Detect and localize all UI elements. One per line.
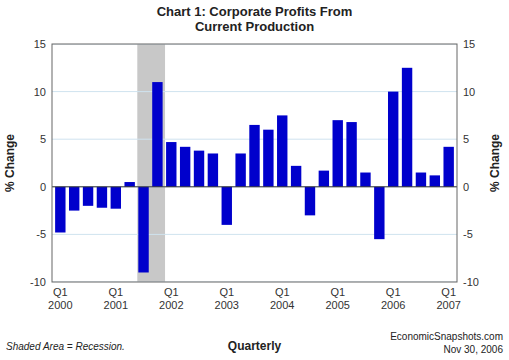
- y-tick-label: 15: [34, 38, 46, 50]
- x-tick-label-line: Q1: [330, 286, 345, 298]
- x-tick-label-line: Q1: [386, 286, 401, 298]
- bar: [388, 92, 398, 187]
- y-tick-label: 5: [40, 133, 46, 145]
- x-tick-label: Q12007: [436, 286, 460, 311]
- y2-tick-label: -5: [463, 228, 473, 240]
- y2-tick-label: 5: [463, 133, 469, 145]
- bar: [97, 187, 107, 208]
- x-tick-label: Q12001: [104, 286, 128, 311]
- x-tick-label: Q12005: [325, 286, 349, 311]
- x-tick-label: Q12003: [215, 286, 239, 311]
- bar: [124, 182, 134, 187]
- bar: [360, 173, 370, 187]
- chart: Chart 1: Corporate Profits FromCurrent P…: [0, 0, 509, 360]
- plot-area: [52, 44, 457, 282]
- x-tick-label-line: 2000: [48, 299, 72, 311]
- bar: [374, 187, 384, 239]
- bar: [138, 187, 148, 273]
- x-tick-label-line: Q1: [164, 286, 179, 298]
- bar: [83, 187, 93, 206]
- x-tick-label-line: Q1: [219, 286, 234, 298]
- bar: [235, 153, 245, 186]
- bar: [346, 122, 356, 187]
- bar: [249, 125, 259, 187]
- x-tick-label-line: 2003: [215, 299, 239, 311]
- bar: [194, 151, 204, 187]
- bar: [416, 173, 426, 187]
- grid-line: [52, 234, 457, 235]
- x-tick-label: Q12000: [48, 286, 72, 311]
- bar: [319, 171, 329, 187]
- y2-tick-label: 10: [463, 86, 475, 98]
- y2-tick-label: -10: [463, 276, 479, 288]
- bar: [443, 147, 453, 187]
- title: Chart 1: Corporate Profits FromCurrent P…: [157, 4, 353, 34]
- footer-note: Shaded Area = Recession.: [6, 341, 125, 352]
- x-tick-label-line: 2006: [381, 299, 405, 311]
- y2-tick-label: 15: [463, 38, 475, 50]
- bar: [111, 187, 121, 209]
- grid-line: [52, 186, 457, 187]
- x-tick-label-line: 2007: [436, 299, 460, 311]
- x-tick-label-line: Q1: [275, 286, 290, 298]
- bar: [333, 120, 343, 187]
- y-tick-label: 10: [34, 86, 46, 98]
- x-tick-label-line: Q1: [53, 286, 68, 298]
- x-tick-label-line: Q1: [441, 286, 456, 298]
- bar: [55, 187, 65, 233]
- x-tick-label-line: Q1: [108, 286, 123, 298]
- plot-frame: [52, 44, 457, 282]
- footer-source: EconomicSnapshots.com: [390, 331, 503, 342]
- bar: [430, 175, 440, 186]
- bar: [305, 187, 315, 216]
- x-tick-label: Q12004: [270, 286, 294, 311]
- bar: [166, 142, 176, 187]
- y2-tick-label: 0: [463, 181, 469, 193]
- bar: [291, 166, 301, 187]
- x-tick-label-line: 2001: [104, 299, 128, 311]
- bar: [180, 147, 190, 187]
- footer-date: Nov 30, 2006: [444, 344, 504, 355]
- background: [0, 0, 509, 360]
- bar: [263, 130, 273, 187]
- y-tick-label: -10: [30, 276, 46, 288]
- y-tick-label: 0: [40, 181, 46, 193]
- bar: [222, 187, 232, 225]
- bar: [152, 82, 162, 187]
- y-axis-label: % Change: [3, 134, 17, 192]
- x-tick-label-line: 2002: [159, 299, 183, 311]
- x-tick-label-line: 2005: [325, 299, 349, 311]
- bar: [402, 68, 412, 187]
- bar: [69, 187, 79, 211]
- y-tick-label: -5: [36, 228, 46, 240]
- title-line: Chart 1: Corporate Profits From: [157, 4, 353, 19]
- title-line: Current Production: [195, 19, 314, 34]
- y2-axis-label: % Change: [488, 134, 502, 192]
- x-axis-label: Quarterly: [228, 339, 282, 353]
- x-tick-label: Q12006: [381, 286, 405, 311]
- zero-line: [52, 186, 457, 187]
- x-tick-label-line: 2004: [270, 299, 294, 311]
- bar: [277, 115, 287, 186]
- recession-shade: [137, 44, 165, 282]
- x-tick-label: Q12002: [159, 286, 183, 311]
- bar: [208, 153, 218, 186]
